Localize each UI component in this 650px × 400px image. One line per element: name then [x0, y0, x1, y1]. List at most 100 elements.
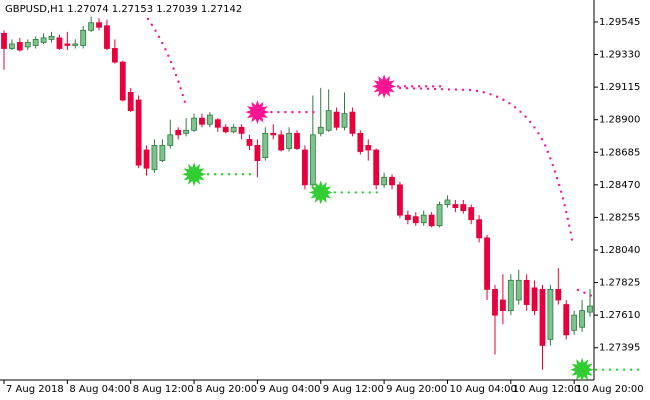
- sell-signal: [372, 74, 397, 99]
- x-tick-label: 10 Aug 04:00: [449, 384, 516, 395]
- y-tick-label: 1.29545: [599, 17, 640, 28]
- candle-body: [499, 299, 506, 312]
- candle-body: [270, 132, 277, 136]
- y-tick-label: 1.28685: [599, 147, 640, 158]
- candle-body: [523, 279, 530, 305]
- candle-body: [397, 184, 403, 216]
- candle-body: [333, 111, 340, 128]
- y-tick-label: 1.28040: [599, 245, 640, 256]
- x-tick-label: 10 Aug 20:00: [576, 384, 643, 395]
- candle-body: [381, 176, 388, 186]
- candle-body: [484, 237, 490, 290]
- candle-body: [206, 114, 213, 125]
- candle-body: [16, 42, 23, 51]
- candle-body: [341, 113, 348, 128]
- candle-body: [159, 145, 166, 162]
- y-tick-label: 1.29115: [599, 82, 640, 93]
- candle-body: [373, 149, 380, 186]
- candle-body: [246, 138, 253, 146]
- candle-body: [119, 61, 126, 101]
- x-tick-label: 8 Aug 04:00: [69, 384, 130, 395]
- candle-body: [56, 37, 63, 49]
- y-tick-label: 1.27610: [599, 310, 640, 321]
- candle-body: [515, 279, 522, 301]
- candle-body: [199, 117, 205, 125]
- y-tick-label: 1.28255: [599, 212, 640, 223]
- x-tick-label: 7 Aug 2018: [6, 384, 64, 395]
- candle-body: [191, 117, 197, 131]
- candle-body: [104, 25, 110, 49]
- candle-body: [317, 126, 324, 134]
- candle-body: [238, 126, 245, 134]
- candle-body: [563, 304, 570, 336]
- candle-body: [1, 32, 7, 49]
- candle-body: [539, 288, 546, 346]
- candle-body: [127, 92, 134, 112]
- candle-body: [214, 119, 221, 128]
- candle-body: [579, 310, 585, 328]
- candle-body: [72, 43, 79, 46]
- candle-body: [254, 145, 261, 162]
- candle-body: [531, 287, 538, 312]
- x-tick-label: 8 Aug 20:00: [196, 384, 257, 395]
- x-tick-label: 9 Aug 12:00: [323, 384, 384, 395]
- candle-body: [420, 214, 427, 224]
- candle-body: [349, 111, 356, 134]
- candle-body: [302, 149, 308, 186]
- candle-body: [32, 38, 39, 46]
- candle-body: [111, 48, 118, 63]
- candle-body: [555, 288, 562, 301]
- candle-body: [365, 145, 372, 151]
- candle-body: [143, 149, 150, 169]
- candle-body: [587, 305, 593, 313]
- candle-body: [452, 204, 459, 208]
- candle-body: [468, 207, 475, 221]
- indicator-trail: [146, 17, 188, 108]
- indicator-trail: [398, 86, 574, 242]
- candle-body: [9, 43, 15, 49]
- buy-signal: [570, 357, 595, 382]
- candle-body: [278, 134, 285, 151]
- candle-body: [64, 43, 71, 46]
- candle-body: [436, 204, 443, 227]
- candle-body: [460, 204, 467, 212]
- candle-body: [24, 42, 31, 48]
- candle-body: [96, 22, 102, 28]
- indicator-trail: [576, 288, 594, 298]
- y-tick-label: 1.29330: [599, 50, 640, 61]
- candle-body: [230, 126, 237, 133]
- candle-body: [309, 134, 316, 186]
- buy-signal: [182, 162, 207, 187]
- candle-body: [262, 132, 269, 158]
- x-tick-label: 10 Aug 12:00: [513, 384, 580, 395]
- x-tick-label: 8 Aug 12:00: [133, 384, 194, 395]
- candle-body: [175, 129, 182, 136]
- candle-body: [135, 99, 142, 166]
- candle-body: [357, 132, 364, 152]
- candle-body: [88, 22, 95, 31]
- y-tick-label: 1.28470: [599, 180, 640, 191]
- candle-body: [507, 279, 514, 312]
- candle-body: [571, 314, 578, 331]
- candle-body: [325, 110, 332, 131]
- candle-body: [222, 126, 229, 133]
- candle-body: [476, 219, 483, 239]
- candle-body: [428, 214, 435, 227]
- sell-signal: [245, 100, 270, 125]
- buy-signal: [308, 180, 333, 205]
- candle-body: [151, 145, 158, 171]
- candle-body: [412, 216, 419, 224]
- y-tick-label: 1.28900: [599, 115, 640, 126]
- candle-body: [40, 37, 47, 43]
- candle-body: [183, 129, 190, 134]
- y-tick-label: 1.27825: [599, 278, 640, 289]
- candle-body: [167, 134, 174, 146]
- candle-body: [547, 288, 554, 340]
- candle-body: [404, 214, 411, 221]
- candle-body: [492, 288, 498, 316]
- candle-body: [389, 176, 395, 186]
- candle-body: [80, 29, 87, 46]
- candle-body: [444, 199, 451, 205]
- candle-body: [48, 35, 55, 40]
